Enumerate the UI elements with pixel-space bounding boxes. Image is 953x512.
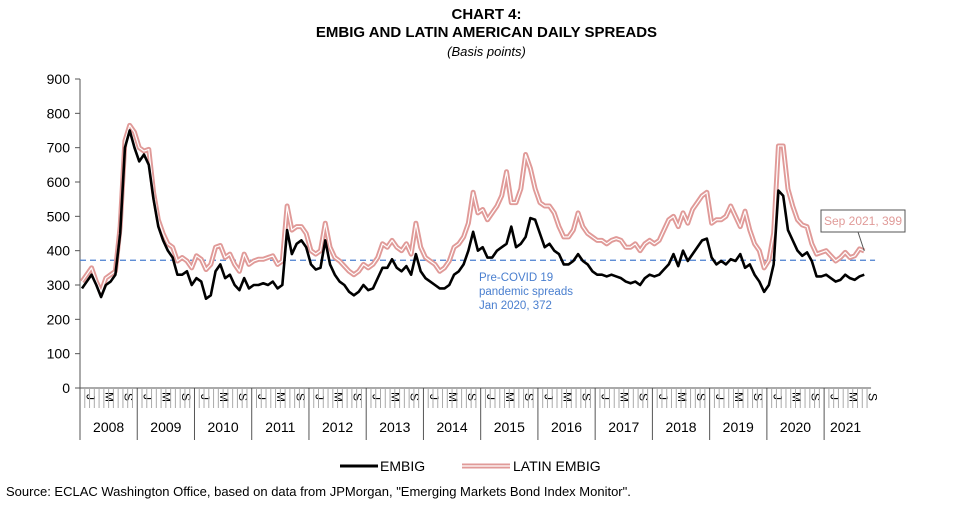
month-tick-label: J bbox=[541, 394, 555, 400]
month-tick-label: M bbox=[446, 392, 460, 402]
month-tick-label: S bbox=[293, 393, 307, 401]
month-tick-label: M bbox=[732, 392, 746, 402]
year-label: 2019 bbox=[723, 419, 754, 435]
month-tick-label: J bbox=[770, 394, 784, 400]
y-tick-label: 300 bbox=[47, 277, 71, 293]
month-tick-label: M bbox=[331, 392, 345, 402]
y-tick-label: 0 bbox=[62, 380, 70, 396]
month-tick-label: J bbox=[141, 394, 155, 400]
series-latin-embig-inner bbox=[81, 124, 865, 293]
year-label: 2010 bbox=[208, 419, 239, 435]
year-label: 2012 bbox=[322, 419, 353, 435]
reference-label: pandemic spreads bbox=[479, 286, 573, 298]
year-label: 2015 bbox=[494, 419, 525, 435]
month-tick-label: J bbox=[484, 394, 498, 400]
month-tick-label: M bbox=[560, 392, 574, 402]
month-tick-label: J bbox=[656, 394, 670, 400]
y-tick-label: 500 bbox=[47, 208, 71, 224]
month-tick-label: S bbox=[122, 393, 136, 401]
month-tick-label: S bbox=[465, 393, 479, 401]
month-tick-label: S bbox=[179, 393, 193, 401]
y-tick-label: 800 bbox=[47, 105, 71, 121]
month-tick-label: M bbox=[847, 392, 861, 402]
series-embig bbox=[80, 129, 865, 301]
month-tick-label: S bbox=[808, 393, 822, 401]
month-tick-label: S bbox=[522, 393, 536, 401]
annotation-box bbox=[820, 209, 906, 233]
month-tick-label: M bbox=[618, 392, 632, 402]
month-tick-label: S bbox=[579, 393, 593, 401]
y-tick-label: 100 bbox=[47, 346, 71, 362]
y-tick-label: 200 bbox=[47, 311, 71, 327]
month-tick-label: J bbox=[713, 394, 727, 400]
month-tick-label: M bbox=[503, 392, 517, 402]
month-tick-label: J bbox=[427, 394, 441, 400]
reference-label: Pre-COVID 19 bbox=[479, 272, 553, 284]
month-tick-label: J bbox=[255, 394, 269, 400]
month-tick-label: J bbox=[828, 394, 842, 400]
month-tick-label: M bbox=[274, 392, 288, 402]
month-tick-label: M bbox=[160, 392, 174, 402]
year-label: 2009 bbox=[150, 419, 181, 435]
month-tick-label: S bbox=[236, 393, 250, 401]
y-tick-label: 400 bbox=[47, 243, 71, 259]
month-tick-label: M bbox=[217, 392, 231, 402]
legend-label-latin: LATIN EMBIG bbox=[513, 458, 601, 474]
month-tick-label: S bbox=[751, 393, 765, 401]
chart-title-line2: EMBIG AND LATIN AMERICAN DAILY SPREADS bbox=[315, 24, 658, 41]
year-label: 2008 bbox=[93, 419, 124, 435]
legend-label-embig: EMBIG bbox=[380, 458, 425, 474]
year-label: 2013 bbox=[379, 419, 410, 435]
month-tick-label: M bbox=[789, 392, 803, 402]
month-tick-label: J bbox=[312, 394, 326, 400]
month-tick-label: S bbox=[866, 393, 880, 401]
source-note: Source: ECLAC Washington Office, based o… bbox=[6, 484, 631, 499]
year-label: 2016 bbox=[551, 419, 582, 435]
month-tick-label: S bbox=[694, 393, 708, 401]
month-tick-label: M bbox=[389, 392, 403, 402]
y-tick-label: 600 bbox=[47, 174, 71, 190]
year-label: 2011 bbox=[265, 419, 295, 435]
month-tick-label: J bbox=[599, 394, 613, 400]
month-tick-label: J bbox=[83, 394, 97, 400]
month-tick-label: J bbox=[198, 394, 212, 400]
month-tick-label: S bbox=[351, 393, 365, 401]
year-label: 2021 bbox=[830, 419, 861, 435]
month-tick-label: M bbox=[102, 392, 116, 402]
month-tick-label: J bbox=[370, 394, 384, 400]
chart-subtitle: (Basis points) bbox=[447, 44, 526, 59]
chart-title: CHART 4: bbox=[451, 6, 522, 23]
month-tick-label: S bbox=[637, 393, 651, 401]
annotation-label: Sep 2021, 399 bbox=[824, 214, 902, 228]
year-label: 2020 bbox=[780, 419, 811, 435]
month-tick-label: M bbox=[675, 392, 689, 402]
reference-label: Jan 2020, 372 bbox=[479, 300, 552, 312]
year-label: 2017 bbox=[608, 419, 639, 435]
year-label: 2018 bbox=[665, 419, 696, 435]
month-tick-label: S bbox=[408, 393, 422, 401]
year-label: 2014 bbox=[436, 419, 467, 435]
y-tick-label: 900 bbox=[47, 71, 71, 87]
y-tick-label: 700 bbox=[47, 140, 71, 156]
